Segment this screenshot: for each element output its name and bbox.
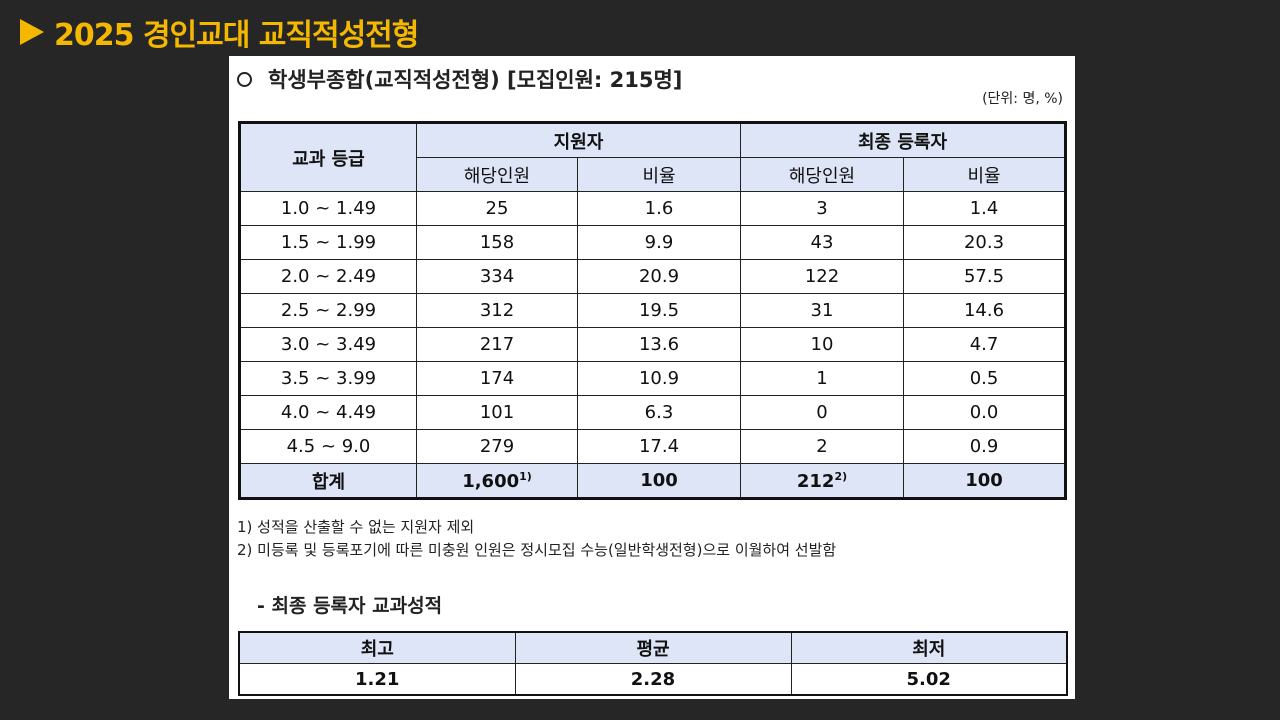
cell-reg-count: 43 xyxy=(740,225,904,260)
cell-grade: 2.5 ~ 2.99 xyxy=(239,293,417,328)
table-row: 1.0 ~ 1.49 25 1.6 3 1.4 xyxy=(239,191,1067,226)
unit-note: (단위: 명, %) xyxy=(982,91,1063,107)
table-row: 2.5 ~ 2.99 312 19.5 31 14.6 xyxy=(239,293,1067,328)
cell-app-count: 312 xyxy=(416,293,578,328)
cell-grade: 4.5 ~ 9.0 xyxy=(239,429,417,464)
cell-reg-ratio: 0.5 xyxy=(902,361,1067,396)
table-row: 3.5 ~ 3.99 174 10.9 1 0.5 xyxy=(239,361,1067,396)
cell-reg-count: 0 xyxy=(740,395,904,430)
footnotes: 1) 성적을 산출할 수 없는 지원자 제외 2) 미등록 및 등록포기에 따른… xyxy=(237,516,836,562)
cell-app-ratio: 10.9 xyxy=(577,361,741,396)
cell-grade: 1.0 ~ 1.49 xyxy=(239,191,417,226)
cell-reg-count: 1 xyxy=(740,361,904,396)
table-row: 3.0 ~ 3.49 217 13.6 10 4.7 xyxy=(239,327,1067,362)
table-row: 4.0 ~ 4.49 101 6.3 0 0.0 xyxy=(239,395,1067,430)
cell-reg-count: 31 xyxy=(740,293,904,328)
cell-app-count: 25 xyxy=(416,191,578,226)
document-image: 학생부종합(교직적성전형) [모집인원: 215명] (단위: 명, %) 교과… xyxy=(229,56,1075,699)
cell-app-ratio: 1.6 xyxy=(577,191,741,226)
cell-reg-ratio: 14.6 xyxy=(902,293,1067,328)
play-triangle-icon xyxy=(20,19,44,45)
document-heading: 학생부종합(교직적성전형) [모집인원: 215명] xyxy=(237,64,682,94)
footnote-ref-2: 2) xyxy=(834,469,848,483)
cell-reg-count: 10 xyxy=(740,327,904,362)
cell-grade: 3.5 ~ 3.99 xyxy=(239,361,417,396)
total-app-count: 1,6001) xyxy=(416,463,578,499)
cell-grade: 3.0 ~ 3.49 xyxy=(239,327,417,362)
header-applicants: 지원자 xyxy=(416,122,741,158)
cell-app-ratio: 20.9 xyxy=(577,259,741,294)
table-row: 1.5 ~ 1.99 158 9.9 43 20.3 xyxy=(239,225,1067,260)
circle-bullet-icon xyxy=(237,71,252,87)
header-highest: 최고 xyxy=(238,631,516,664)
cell-reg-count: 2 xyxy=(740,429,904,464)
table-row: 4.5 ~ 9.0 279 17.4 2 0.9 xyxy=(239,429,1067,464)
cell-reg-ratio: 0.0 xyxy=(902,395,1067,430)
cell-grade: 4.0 ~ 4.49 xyxy=(239,395,417,430)
total-app-ratio: 100 xyxy=(577,463,741,499)
cell-app-ratio: 17.4 xyxy=(577,429,741,464)
cell-app-count: 217 xyxy=(416,327,578,362)
header-reg-count: 해당인원 xyxy=(740,157,904,192)
value-highest: 1.21 xyxy=(238,663,516,696)
total-label: 합계 xyxy=(239,463,417,499)
header-grade: 교과 등급 xyxy=(239,122,417,192)
table-total-row: 합계 1,6001) 100 2122) 100 xyxy=(239,463,1067,499)
value-average: 2.28 xyxy=(514,663,792,696)
total-reg-ratio: 100 xyxy=(902,463,1067,499)
cell-app-count: 158 xyxy=(416,225,578,260)
cell-app-ratio: 13.6 xyxy=(577,327,741,362)
slide-title: 2025 경인교대 교직적성전형 xyxy=(20,10,419,54)
document-heading-text: 학생부종합(교직적성전형) [모집인원: 215명] xyxy=(268,68,683,92)
header-app-count: 해당인원 xyxy=(416,157,578,192)
cell-app-count: 279 xyxy=(416,429,578,464)
footnote-ref-1: 1) xyxy=(519,469,532,483)
cell-reg-ratio: 20.3 xyxy=(902,225,1067,260)
header-average: 평균 xyxy=(514,631,792,664)
cell-reg-count: 3 xyxy=(740,191,904,226)
footnote-1: 1) 성적을 산출할 수 없는 지원자 제외 xyxy=(237,518,475,536)
cell-app-count: 334 xyxy=(416,259,578,294)
header-reg-ratio: 비율 xyxy=(902,157,1067,192)
value-lowest: 5.02 xyxy=(790,663,1068,696)
header-lowest: 최저 xyxy=(790,631,1068,664)
cell-grade: 2.0 ~ 2.49 xyxy=(239,259,417,294)
grade-distribution-table: 교과 등급 지원자 최종 등록자 해당인원 비율 해당인원 비율 1.0 ~ 1… xyxy=(238,121,1068,500)
table-row: 2.0 ~ 2.49 334 20.9 122 57.5 xyxy=(239,259,1067,294)
cell-app-ratio: 6.3 xyxy=(577,395,741,430)
final-grades-table: 최고 평균 최저 1.21 2.28 5.02 xyxy=(238,631,1068,696)
slide-title-text: 2025 경인교대 교직적성전형 xyxy=(54,18,419,53)
cell-reg-ratio: 0.9 xyxy=(902,429,1067,464)
header-registered: 최종 등록자 xyxy=(739,122,1067,158)
cell-app-count: 174 xyxy=(416,361,578,396)
cell-app-count: 101 xyxy=(416,395,578,430)
cell-app-ratio: 9.9 xyxy=(577,225,741,260)
grades-section-label: - 최종 등록자 교과성적 xyxy=(257,595,443,617)
footnote-2: 2) 미등록 및 등록포기에 따른 미충원 인원은 정시모집 수능(일반학생전형… xyxy=(237,541,837,559)
cell-reg-count: 122 xyxy=(740,259,904,294)
header-app-ratio: 비율 xyxy=(577,157,741,192)
cell-reg-ratio: 4.7 xyxy=(902,327,1067,362)
cell-reg-ratio: 57.5 xyxy=(902,259,1067,294)
cell-grade: 1.5 ~ 1.99 xyxy=(239,225,417,260)
cell-app-ratio: 19.5 xyxy=(577,293,741,328)
total-reg-count: 2122) xyxy=(740,463,904,499)
cell-reg-ratio: 1.4 xyxy=(902,191,1067,226)
